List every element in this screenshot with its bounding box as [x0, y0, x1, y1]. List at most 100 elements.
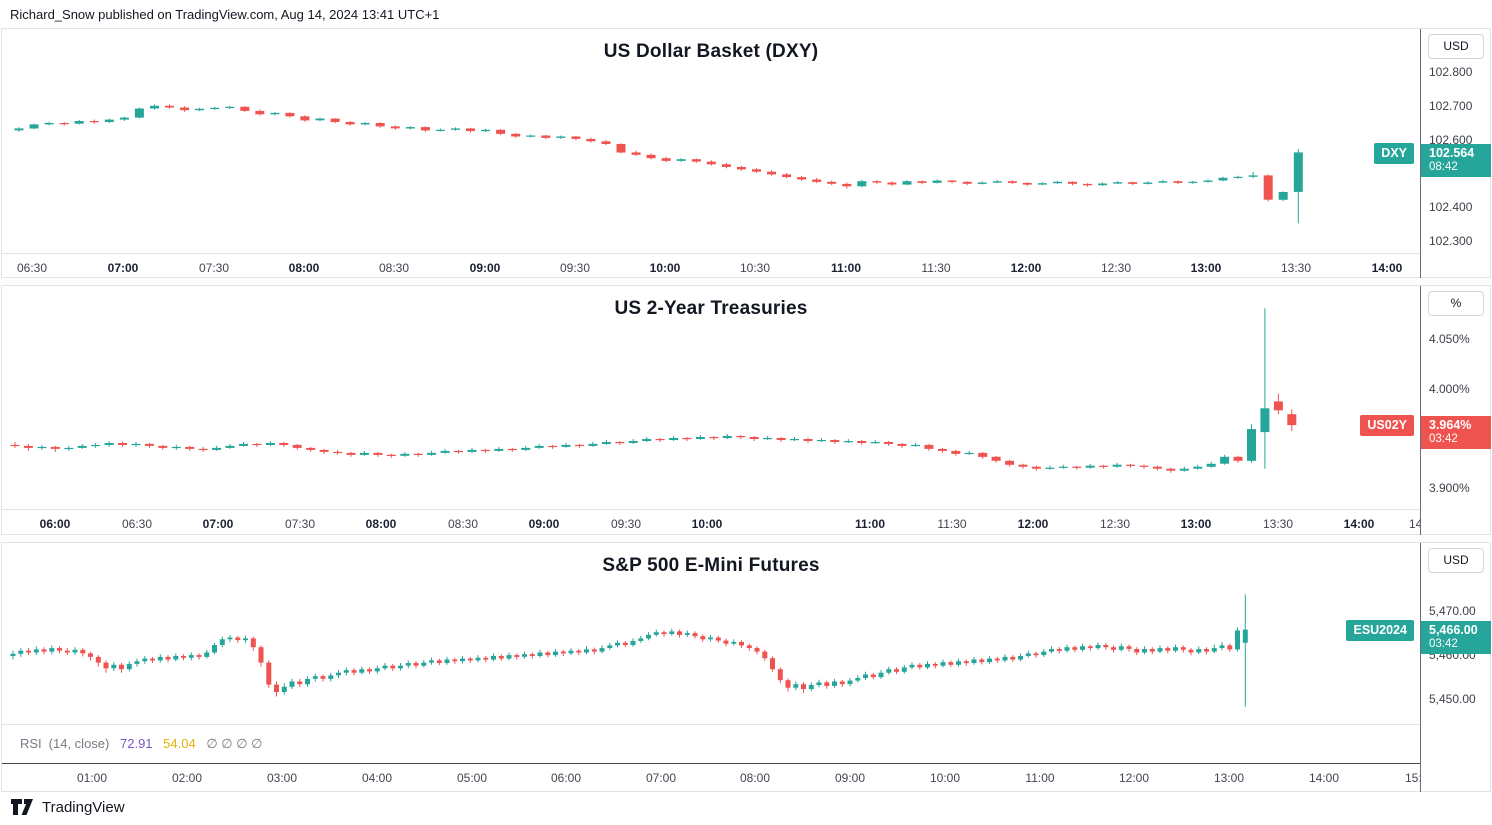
us02y-symbol-badge: US02Y — [1360, 415, 1414, 437]
time-tick: 12:30 — [1100, 261, 1132, 275]
time-tick: 07:30 — [284, 517, 316, 531]
rsi-value-slow: 54.04 — [163, 736, 196, 751]
time-tick: 11:00 — [1025, 771, 1055, 785]
rsi-value-fast: 72.91 — [120, 736, 153, 751]
us02y-price-axis[interactable]: % 4.050%4.000%3.950%3.900% 3.964% 03:42 — [1421, 286, 1491, 509]
footer-brand[interactable]: TradingView — [10, 798, 125, 816]
dxy-price-badge: 102.564 08:42 — [1421, 143, 1491, 177]
time-tick: 10:00 — [929, 771, 961, 785]
time-tick: 08:30 — [378, 261, 410, 275]
time-tick: 07:00 — [202, 517, 234, 531]
time-tick: 09:00 — [528, 517, 560, 531]
dxy-candlestick-chart — [14, 104, 1303, 224]
dxy-last-price: 102.564 — [1429, 145, 1475, 160]
tradingview-wordmark: TradingView — [42, 798, 125, 816]
time-tick: 08:00 — [365, 517, 397, 531]
time-tick: 06:30 — [16, 261, 48, 275]
dxy-plot-area[interactable] — [2, 29, 1420, 253]
time-tick: 09:00 — [834, 771, 866, 785]
es-price-badge: 5,466.00 03:42 — [1421, 620, 1491, 654]
us02y-title: US 2-Year Treasuries — [614, 298, 808, 319]
us02y-panel: US 2-Year Treasuries US02Y % 4.050% 4.000… — [1, 285, 1491, 535]
time-tick: 14:00 — [1308, 771, 1340, 785]
time-tick: 11:00 — [830, 261, 862, 275]
dxy-time-axis[interactable]: 06:30 07:00 07:30 08:00 08:30 09:00 09:30 10:00… — [2, 253, 1420, 278]
time-tick: 13:30 — [1280, 261, 1312, 275]
price-tick: 102.600 — [1429, 132, 1473, 147]
time-tick: 11:30 — [921, 261, 951, 275]
publish-byline: Richard_Snow published on TradingView.co… — [10, 7, 440, 22]
time-tick: 08:00 — [288, 261, 320, 275]
time-tick: 06:30 — [121, 517, 153, 531]
time-tick: 06:00 — [39, 517, 71, 531]
price-tick: 102.400 — [1429, 200, 1473, 215]
es-candlestick-chart — [10, 594, 1248, 707]
time-tick: 09:00 — [469, 261, 501, 275]
price-tick: 102.800 — [1429, 65, 1473, 79]
time-tick: 13:00 — [1213, 771, 1245, 785]
time-tick: 09:30 — [610, 517, 642, 531]
rsi-empty-values: ∅ ∅ ∅ ∅ — [206, 736, 263, 751]
time-tick: 08:00 — [739, 771, 771, 785]
time-tick: 07:00 — [107, 261, 139, 275]
time-tick: 13:00 — [1180, 517, 1212, 531]
time-tick: 02:00 — [171, 771, 203, 785]
es-price-axis[interactable]: USD 5,470.00 5,460.00 5,450.00 5,466.00 03… — [1421, 543, 1491, 763]
time-tick: 07:00 — [645, 771, 677, 785]
dxy-price-axis[interactable]: USD 102.800102.700102.600102.500102.4001… — [1421, 29, 1491, 253]
es-panel: S&P 500 E-Mini Futures ESU2024 RSI (14, c… — [1, 542, 1491, 792]
es-symbol-badge: ESU2024 — [1346, 619, 1414, 641]
es-axis-separator — [1420, 543, 1421, 792]
us02y-time-axis[interactable]: 06:00 06:30 07:00 07:30 08:00 08:30 09:00 09:30… — [2, 509, 1420, 535]
time-tick: 07:30 — [198, 261, 230, 275]
dxy-title: US Dollar Basket (DXY) — [603, 41, 819, 62]
time-tick: 14:00 — [1371, 261, 1403, 275]
time-tick: 06:00 — [550, 771, 582, 785]
panel-gap — [0, 535, 1492, 542]
us02y-plot-area[interactable] — [2, 286, 1420, 509]
price-tick: 5,470.00 — [1429, 604, 1476, 618]
dxy-currency-unit: USD — [1428, 34, 1484, 59]
us02y-countdown: 03:42 — [1429, 433, 1458, 446]
time-tick: 01:00 — [76, 771, 108, 785]
time-tick: 12:00 — [1010, 261, 1042, 275]
dxy-axis-separator — [1420, 29, 1421, 278]
time-tick: 05:00 — [456, 771, 488, 785]
dxy-countdown: 08:42 — [1429, 160, 1458, 173]
time-tick: 11:30 — [937, 517, 967, 531]
time-tick: 15:00 — [1404, 771, 1420, 785]
us02y-last-price: 3.964% — [1429, 418, 1472, 433]
time-tick: 08:30 — [447, 517, 479, 531]
tradingview-logo-icon — [11, 799, 33, 815]
rsi-pane[interactable]: RSI (14, close) 72.91 54.04 ∅ ∅ ∅ ∅ — [2, 724, 1420, 763]
time-tick: 10:00 — [691, 517, 723, 531]
es-currency-unit: USD — [1428, 548, 1484, 573]
es-countdown: 03:42 — [1429, 637, 1458, 650]
time-tick: 10:00 — [649, 261, 681, 275]
price-tick: 4.050% — [1429, 332, 1470, 346]
price-tick: 5,450.00 — [1429, 692, 1476, 706]
us02y-axis-separator — [1420, 286, 1421, 535]
es-plot-area[interactable] — [2, 543, 1420, 724]
time-tick: 11:00 — [854, 517, 886, 531]
price-tick: 3.900% — [1429, 480, 1470, 495]
us02y-percent-unit: % — [1428, 291, 1484, 316]
dxy-symbol-badge: DXY — [1374, 142, 1414, 164]
time-tick: 12:00 — [1118, 771, 1150, 785]
es-title: S&P 500 E-Mini Futures — [602, 555, 820, 576]
price-tick: 4.000% — [1429, 381, 1470, 396]
rsi-params: (14, close) — [48, 736, 110, 751]
time-tick: 12:30 — [1099, 517, 1131, 531]
time-tick: 09:30 — [559, 261, 591, 275]
es-last-price: 5,466.00 — [1429, 622, 1478, 637]
us02y-price-badge: 3.964% 03:42 — [1421, 416, 1491, 450]
time-tick: 10:30 — [739, 261, 771, 275]
es-time-axis[interactable]: 01:00 02:00 03:00 04:00 05:00 06:00 07:00 08:00… — [2, 763, 1420, 792]
price-tick: 102.300 — [1429, 234, 1473, 248]
time-tick: 13:30 — [1262, 517, 1294, 531]
time-tick: 14:30 — [1408, 517, 1420, 531]
rsi-indicator-label: RSI — [20, 736, 42, 751]
time-tick: 12:00 — [1017, 517, 1049, 531]
time-tick: 13:00 — [1190, 261, 1222, 275]
